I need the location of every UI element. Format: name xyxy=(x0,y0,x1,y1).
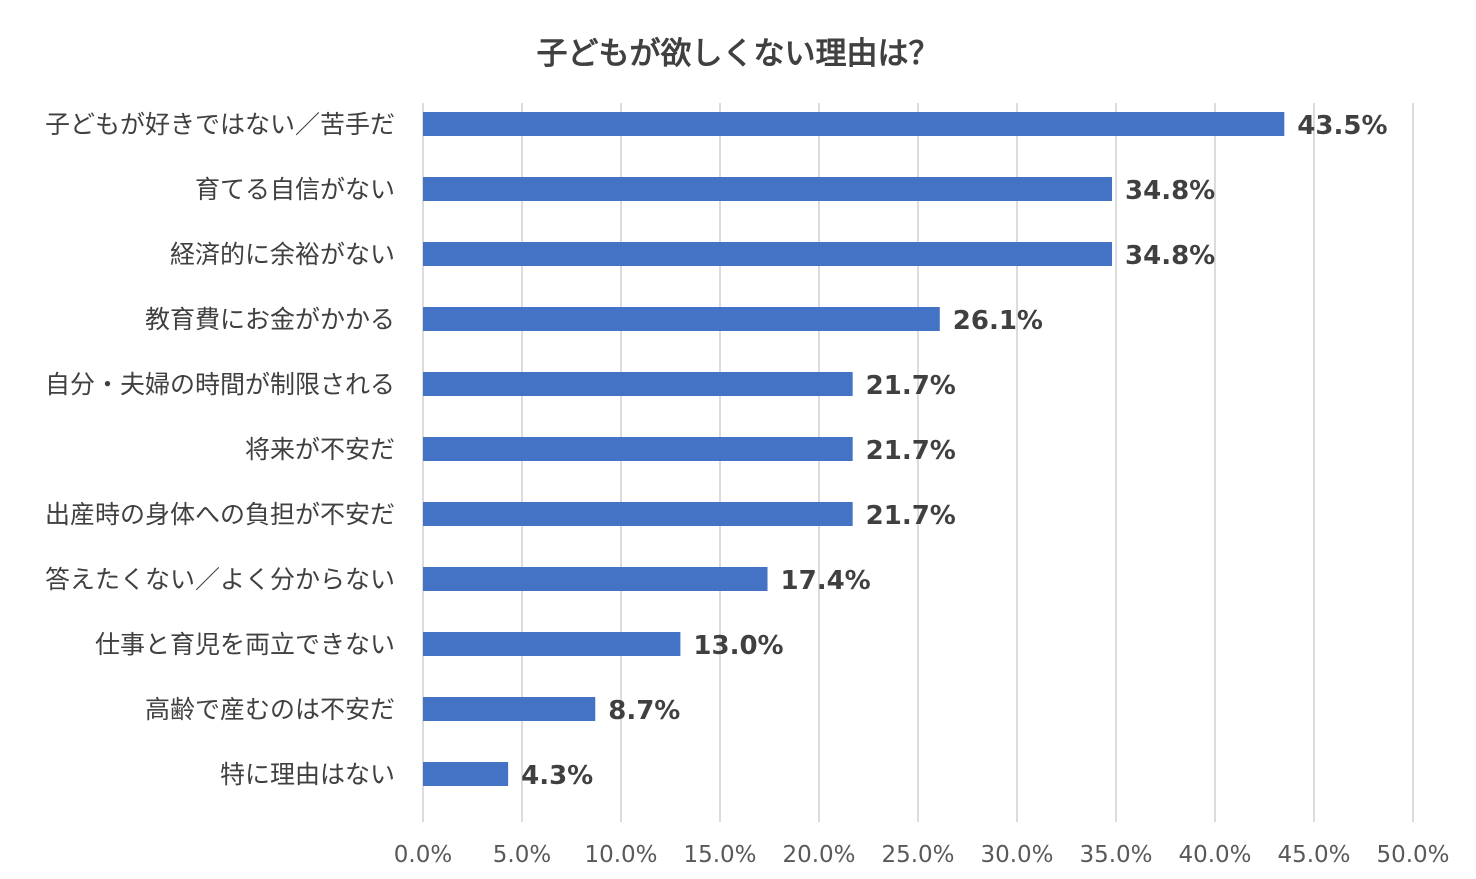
bar xyxy=(423,437,853,461)
bar xyxy=(423,632,681,656)
x-tick-label: 30.0% xyxy=(980,842,1053,868)
chart-title: 子どもが欲しくない理由は？ xyxy=(536,36,940,72)
bar xyxy=(423,307,940,331)
bar xyxy=(423,567,768,591)
x-tick-label: 40.0% xyxy=(1178,842,1251,868)
x-tick-label: 25.0% xyxy=(881,842,954,868)
data-label: 4.3% xyxy=(521,761,593,791)
bar xyxy=(423,372,853,396)
bar xyxy=(423,762,509,786)
category-label: 仕事と育児を両立できない xyxy=(95,630,395,659)
data-label: 21.7% xyxy=(866,501,956,531)
data-label: 34.8% xyxy=(1125,241,1215,271)
category-label: 育てる自信がない xyxy=(195,175,395,204)
x-tick-label: 20.0% xyxy=(782,842,855,868)
category-label: 出産時の身体への負担が不安だ xyxy=(45,500,395,529)
category-label: 教育費にお金がかかる xyxy=(145,305,395,334)
data-label: 21.7% xyxy=(866,436,956,466)
bar xyxy=(423,697,596,721)
category-label: 将来が不安だ xyxy=(245,435,395,464)
data-label: 34.8% xyxy=(1125,176,1215,206)
data-label: 43.5% xyxy=(1297,111,1387,141)
data-label: 21.7% xyxy=(866,371,956,401)
x-tick-label: 10.0% xyxy=(584,842,657,868)
bar xyxy=(423,177,1113,201)
x-tick-label: 50.0% xyxy=(1376,842,1449,868)
x-tick-label: 15.0% xyxy=(683,842,756,868)
category-label: 子どもが好きではない／苦手だ xyxy=(45,110,395,139)
category-label: 答えたくない／よく分からない xyxy=(45,565,395,594)
x-tick-label: 35.0% xyxy=(1079,842,1152,868)
bar xyxy=(423,112,1285,136)
data-label: 17.4% xyxy=(781,566,871,596)
x-tick-label: 45.0% xyxy=(1277,842,1350,868)
data-label: 8.7% xyxy=(608,696,680,726)
category-label: 経済的に余裕がない xyxy=(170,240,395,269)
bar xyxy=(423,242,1113,266)
x-tick-label: 0.0% xyxy=(394,842,452,868)
category-label: 高齢で産むのは不安だ xyxy=(145,695,395,724)
data-label: 13.0% xyxy=(693,631,783,661)
category-label: 自分・夫婦の時間が制限される xyxy=(45,370,395,399)
data-label: 26.1% xyxy=(953,306,1043,336)
bar xyxy=(423,502,853,526)
category-label: 特に理由はない xyxy=(220,760,395,789)
x-tick-label: 5.0% xyxy=(493,842,551,868)
